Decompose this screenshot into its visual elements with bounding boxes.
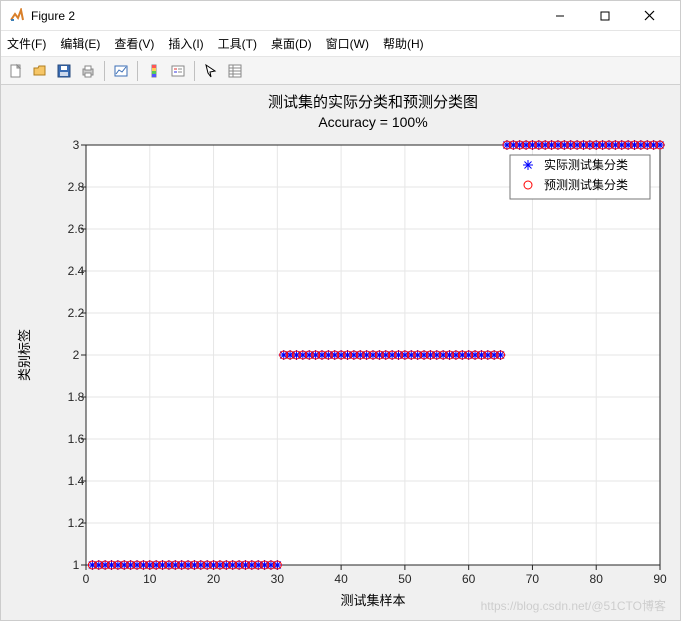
ytick-label: 2 xyxy=(73,348,80,362)
maximize-button[interactable] xyxy=(582,1,627,30)
xtick-label: 80 xyxy=(590,572,604,586)
ytick-label: 2.6 xyxy=(68,222,85,236)
menubar: 文件(F) 编辑(E) 查看(V) 插入(I) 工具(T) 桌面(D) 窗口(W… xyxy=(1,31,680,57)
xtick-label: 20 xyxy=(207,572,221,586)
matlab-icon xyxy=(9,8,25,24)
toolbar-separator xyxy=(137,61,138,81)
menu-edit[interactable]: 编辑(E) xyxy=(60,35,100,52)
new-figure-button[interactable] xyxy=(5,60,27,82)
menu-view[interactable]: 查看(V) xyxy=(114,35,154,52)
titlebar: Figure 2 xyxy=(1,1,680,31)
ytick-label: 1 xyxy=(73,558,80,572)
chart-subtitle: Accuracy = 100% xyxy=(318,114,427,130)
ytick-label: 1.4 xyxy=(68,474,85,488)
menu-desktop[interactable]: 桌面(D) xyxy=(271,35,312,52)
menu-help[interactable]: 帮助(H) xyxy=(383,35,424,52)
menu-window[interactable]: 窗口(W) xyxy=(326,35,369,52)
ytick-label: 2.8 xyxy=(68,180,85,194)
figure-canvas: 0 10 20 30 40 50 60 70 80 90 1 1.2 1.4 1.6 1.8 2 2.2 2.4 2… xyxy=(1,85,680,620)
xtick-label: 0 xyxy=(83,572,90,586)
xtick-label: 90 xyxy=(653,572,667,586)
toolbar-separator xyxy=(104,61,105,81)
ytick-label: 2.4 xyxy=(68,264,85,278)
figure-window: Figure 2 文件(F) 编辑(E) 查看(V) 插入(I) 工具(T) 桌… xyxy=(0,0,681,621)
open-button[interactable] xyxy=(29,60,51,82)
link-plot-button[interactable] xyxy=(110,60,132,82)
menu-insert[interactable]: 插入(I) xyxy=(168,35,203,52)
xtick-label: 70 xyxy=(526,572,540,586)
toolbar-separator xyxy=(194,61,195,81)
menu-tools[interactable]: 工具(T) xyxy=(218,35,257,52)
ylabel: 类别标签 xyxy=(17,329,32,381)
edit-plot-button[interactable] xyxy=(200,60,222,82)
insert-colorbar-button[interactable] xyxy=(143,60,165,82)
close-button[interactable] xyxy=(627,1,672,30)
minimize-button[interactable] xyxy=(537,1,582,30)
window-title: Figure 2 xyxy=(31,9,537,23)
open-property-inspector-button[interactable] xyxy=(224,60,246,82)
insert-legend-button[interactable] xyxy=(167,60,189,82)
print-button[interactable] xyxy=(77,60,99,82)
save-button[interactable] xyxy=(53,60,75,82)
window-controls xyxy=(537,1,672,30)
xtick-label: 30 xyxy=(271,572,285,586)
xtick-label: 10 xyxy=(143,572,157,586)
legend-label: 预测测试集分类 xyxy=(544,177,628,192)
xtick-label: 60 xyxy=(462,572,476,586)
ytick-label: 2.2 xyxy=(68,306,85,320)
xtick-label: 50 xyxy=(398,572,412,586)
xlabel: 测试集样本 xyxy=(340,593,405,608)
ytick-label: 1.6 xyxy=(68,432,85,446)
axes: 0 10 20 30 40 50 60 70 80 90 1 1.2 1.4 1.6 1.8 2 2.2 2.4 2… xyxy=(1,85,680,620)
menu-file[interactable]: 文件(F) xyxy=(7,35,46,52)
chart-title: 测试集的实际分类和预测分类图 xyxy=(268,94,478,111)
xtick-label: 40 xyxy=(334,572,348,586)
legend-label: 实际测试集分类 xyxy=(544,157,628,172)
ytick-label: 1.2 xyxy=(68,516,85,530)
ytick-label: 3 xyxy=(73,138,80,152)
ytick-label: 1.8 xyxy=(68,390,85,404)
toolbar xyxy=(1,57,680,85)
